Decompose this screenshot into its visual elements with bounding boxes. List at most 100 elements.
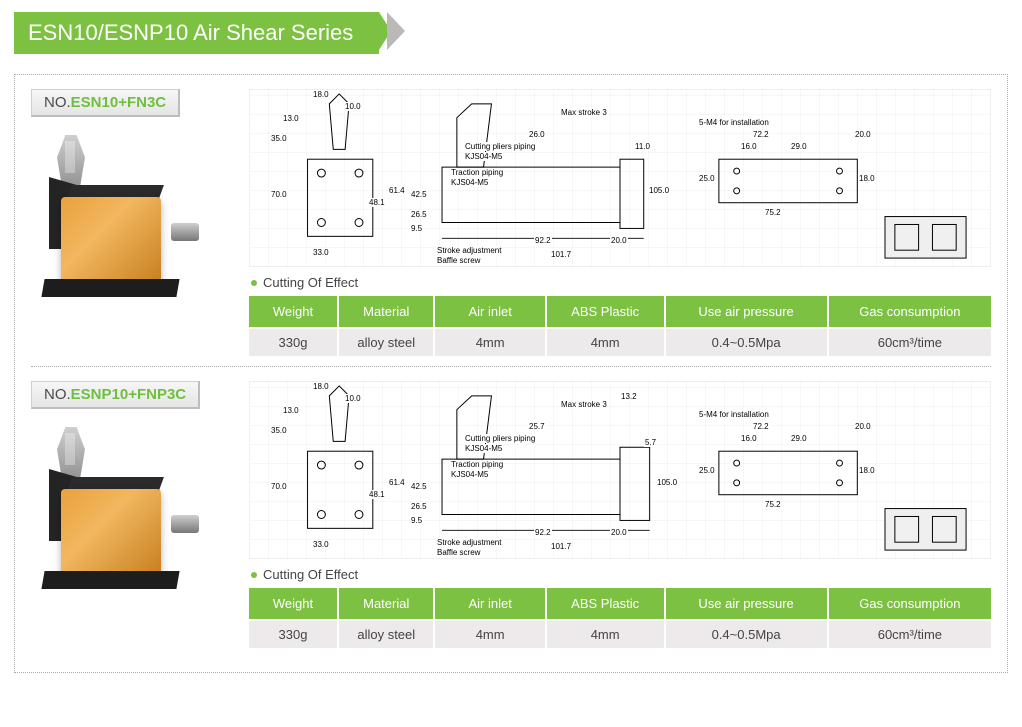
dim-p: 11.0 bbox=[634, 142, 651, 151]
dim-i: 42.5 bbox=[410, 482, 428, 491]
note-install: 5-M4 for installation bbox=[698, 410, 770, 419]
dim-b: 10.0 bbox=[344, 102, 362, 111]
product-right-col: 18.0 10.0 13.0 35.0 70.0 48.1 61.4 33.0 … bbox=[249, 381, 991, 648]
dim-t: 29.0 bbox=[790, 142, 808, 151]
nozzle-icon bbox=[171, 515, 199, 533]
dim-h: 33.0 bbox=[312, 540, 330, 549]
dim-k: 9.5 bbox=[410, 516, 423, 525]
dim-g: 61.4 bbox=[388, 186, 406, 195]
dim-c: 13.0 bbox=[282, 406, 300, 415]
section-label-text: Cutting Of Effect bbox=[263, 275, 358, 290]
product-row: NO.ESNP10+FNP3C bbox=[31, 381, 991, 648]
part-prefix: NO. bbox=[44, 386, 71, 403]
spec-table: Weight Material Air inlet ABS Plastic Us… bbox=[249, 296, 991, 356]
dim-u: 20.0 bbox=[854, 422, 872, 431]
technical-diagram: 18.0 10.0 13.0 35.0 70.0 48.1 61.4 33.0 … bbox=[249, 89, 991, 267]
note-stroke-adj: Stroke adjustment bbox=[436, 538, 502, 547]
th-weight: Weight bbox=[249, 296, 338, 328]
dim-a: 18.0 bbox=[312, 382, 330, 391]
note-stroke-adj: Stroke adjustment bbox=[436, 246, 502, 255]
td-abs: 4mm bbox=[546, 620, 665, 648]
note-traction-port: KJS04-M5 bbox=[450, 178, 489, 187]
dim-n: 20.0 bbox=[610, 236, 628, 245]
th-pressure: Use air pressure bbox=[665, 588, 828, 620]
banner-tail-b bbox=[387, 12, 405, 50]
product-illustration bbox=[39, 421, 189, 601]
th-gas: Gas consumption bbox=[828, 588, 991, 620]
th-material: Material bbox=[338, 296, 434, 328]
dim-v: 25.0 bbox=[698, 466, 716, 475]
note-max-stroke: Max stroke 3 bbox=[560, 108, 608, 117]
dim-u: 20.0 bbox=[854, 130, 872, 139]
dim-h: 33.0 bbox=[312, 248, 330, 257]
dim-k: 9.5 bbox=[410, 224, 423, 233]
table-header-row: Weight Material Air inlet ABS Plastic Us… bbox=[249, 588, 991, 620]
title-banner: ESN10/ESNP10 Air Shear Series bbox=[14, 12, 1022, 54]
dim-q: 105.0 bbox=[656, 478, 678, 487]
td-pressure: 0.4~0.5Mpa bbox=[665, 620, 828, 648]
td-material: alloy steel bbox=[338, 328, 434, 356]
product-right-col: 18.0 10.0 13.0 35.0 70.0 48.1 61.4 33.0 … bbox=[249, 89, 991, 356]
note-cutting-port: KJS04-M5 bbox=[464, 444, 503, 453]
note-install: 5-M4 for installation bbox=[698, 118, 770, 127]
bullet-dot-icon bbox=[251, 572, 257, 578]
dim-m: 92.2 bbox=[534, 236, 552, 245]
td-gas: 60cm³/time bbox=[828, 328, 991, 356]
note-max-stroke: Max stroke 3 bbox=[560, 400, 608, 409]
note-traction-pipe: Traction piping bbox=[450, 168, 504, 177]
dim-s: 16.0 bbox=[740, 434, 758, 443]
td-gas: 60cm³/time bbox=[828, 620, 991, 648]
dim-a: 18.0 bbox=[312, 90, 330, 99]
dim-n: 20.0 bbox=[610, 528, 628, 537]
dim-x: 75.2 bbox=[764, 208, 782, 217]
note-cutting-pipe: Cutting pliers piping bbox=[464, 142, 536, 151]
content-box: NO.ESN10+FN3C bbox=[14, 74, 1008, 673]
td-weight: 330g bbox=[249, 328, 338, 356]
device-body-icon bbox=[61, 489, 161, 575]
th-air-inlet: Air inlet bbox=[434, 588, 545, 620]
nozzle-icon bbox=[171, 223, 199, 241]
part-number-badge: NO.ESNP10+FNP3C bbox=[31, 381, 200, 409]
note-traction-port: KJS04-M5 bbox=[450, 470, 489, 479]
dim-o: 101.7 bbox=[550, 542, 572, 551]
note-baffle: Baffle screw bbox=[436, 256, 481, 265]
device-body-icon bbox=[61, 197, 161, 283]
dim-o: 101.7 bbox=[550, 250, 572, 259]
th-weight: Weight bbox=[249, 588, 338, 620]
part-prefix: NO. bbox=[44, 94, 71, 111]
product-row: NO.ESN10+FN3C bbox=[31, 89, 991, 356]
dim-v: 25.0 bbox=[698, 174, 716, 183]
table-row: 330g alloy steel 4mm 4mm 0.4~0.5Mpa 60cm… bbox=[249, 328, 991, 356]
dim-e: 70.0 bbox=[270, 190, 288, 199]
note-cutting-pipe: Cutting pliers piping bbox=[464, 434, 536, 443]
product-left-col: NO.ESNP10+FNP3C bbox=[31, 381, 231, 601]
part-code: ESNP10+FNP3C bbox=[71, 386, 186, 403]
dim-d: 35.0 bbox=[270, 134, 288, 143]
dim-f: 48.1 bbox=[368, 490, 386, 499]
dim-t: 29.0 bbox=[790, 434, 808, 443]
dim-l: 25.7 bbox=[528, 422, 546, 431]
dim-y: 13.2 bbox=[620, 392, 638, 401]
table-header-row: Weight Material Air inlet ABS Plastic Us… bbox=[249, 296, 991, 328]
dim-i: 42.5 bbox=[410, 190, 428, 199]
th-gas: Gas consumption bbox=[828, 296, 991, 328]
dim-b: 10.0 bbox=[344, 394, 362, 403]
dim-f: 48.1 bbox=[368, 198, 386, 207]
dim-d: 35.0 bbox=[270, 426, 288, 435]
section-label-text: Cutting Of Effect bbox=[263, 567, 358, 582]
dim-x: 75.2 bbox=[764, 500, 782, 509]
th-abs: ABS Plastic bbox=[546, 588, 665, 620]
dim-r: 72.2 bbox=[752, 422, 770, 431]
page-title: ESN10/ESNP10 Air Shear Series bbox=[14, 12, 379, 54]
td-weight: 330g bbox=[249, 620, 338, 648]
dim-w: 18.0 bbox=[858, 174, 876, 183]
th-material: Material bbox=[338, 588, 434, 620]
row-divider bbox=[31, 366, 991, 367]
td-air-inlet: 4mm bbox=[434, 328, 545, 356]
dim-m: 92.2 bbox=[534, 528, 552, 537]
table-row: 330g alloy steel 4mm 4mm 0.4~0.5Mpa 60cm… bbox=[249, 620, 991, 648]
dim-g: 61.4 bbox=[388, 478, 406, 487]
dim-l: 26.0 bbox=[528, 130, 546, 139]
product-left-col: NO.ESN10+FN3C bbox=[31, 89, 231, 309]
note-traction-pipe: Traction piping bbox=[450, 460, 504, 469]
